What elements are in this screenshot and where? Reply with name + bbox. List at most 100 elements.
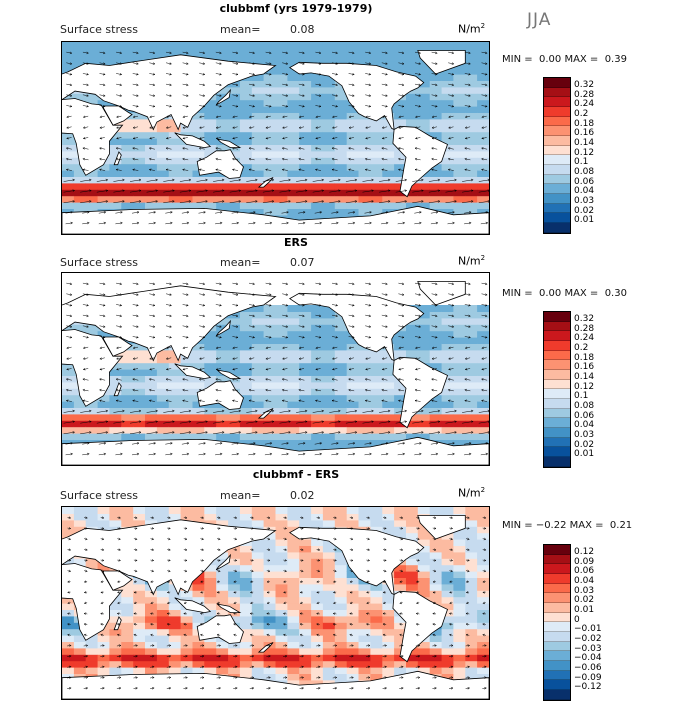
field-cell xyxy=(334,641,348,649)
wind-vector xyxy=(213,410,225,413)
field-cell xyxy=(145,401,158,408)
wind-vector xyxy=(298,336,305,338)
wind-vector xyxy=(215,304,222,306)
field-cell xyxy=(275,362,288,370)
field-cell xyxy=(453,362,466,370)
field-cell xyxy=(216,118,229,126)
field-cell xyxy=(180,513,194,521)
wind-vector-head xyxy=(315,157,318,161)
field-cell xyxy=(465,144,478,152)
wind-vector xyxy=(381,211,389,214)
wind-vector xyxy=(248,83,255,86)
wind-vector xyxy=(82,400,89,402)
field-cell xyxy=(322,433,336,440)
field-cell xyxy=(287,519,300,527)
wind-vector xyxy=(80,179,92,182)
wind-vector-head xyxy=(69,83,73,87)
field-cell xyxy=(133,381,146,389)
land-africa xyxy=(62,98,124,176)
field-cell xyxy=(334,401,348,408)
wind-vector-head xyxy=(152,325,156,328)
field-cell xyxy=(370,609,383,617)
wind-vector xyxy=(165,293,172,296)
wind-vector xyxy=(146,421,158,424)
field-cell xyxy=(275,61,288,69)
field-cell xyxy=(465,635,478,642)
wind-vector-head xyxy=(69,62,73,65)
wind-vector-head xyxy=(102,72,106,76)
wind-vector-head xyxy=(186,314,189,318)
field-cell xyxy=(406,337,419,344)
field-cell xyxy=(406,42,419,49)
field-cell xyxy=(85,426,99,434)
field-cell xyxy=(465,157,478,165)
wind-vector xyxy=(331,83,338,86)
wind-vector-head xyxy=(298,367,302,371)
wind-vector xyxy=(265,357,271,360)
wind-vector-head xyxy=(235,51,239,55)
wind-vector-head xyxy=(186,83,189,87)
wind-vector-head xyxy=(188,409,192,413)
field-cell xyxy=(441,407,455,415)
field-cell xyxy=(275,343,288,351)
field-cell xyxy=(287,551,300,559)
wind-vector-head xyxy=(87,221,90,225)
wind-vector xyxy=(379,190,391,193)
field-cell xyxy=(394,407,407,415)
field-cell xyxy=(97,163,111,171)
field-cell xyxy=(263,577,277,585)
wind-vector xyxy=(315,126,321,129)
field-cell xyxy=(322,539,336,546)
wind-vector-head xyxy=(138,420,142,424)
field-cell xyxy=(145,138,158,145)
wind-vector-head xyxy=(219,282,222,286)
wind-vector-head xyxy=(232,367,235,371)
field-cell xyxy=(465,401,478,408)
field-cell xyxy=(216,202,229,209)
wind-vector-head xyxy=(265,126,269,129)
field-cell xyxy=(441,673,455,681)
field-cell xyxy=(429,577,443,585)
wind-vector xyxy=(166,115,172,118)
field-cell xyxy=(156,647,170,655)
wind-vector xyxy=(215,105,222,107)
wind-vector xyxy=(165,282,172,285)
wind-vector xyxy=(66,346,72,349)
wind-vector xyxy=(215,389,222,392)
wind-vector-head xyxy=(186,72,189,76)
wind-vector-head xyxy=(468,94,471,97)
field-cell xyxy=(322,507,336,514)
wind-vector-head xyxy=(235,303,239,307)
wind-vector-head xyxy=(435,293,438,296)
wind-vector xyxy=(315,282,322,285)
field-cell xyxy=(370,394,383,402)
field-cell xyxy=(85,54,99,62)
wind-vector-head xyxy=(484,51,488,55)
wind-vector-head xyxy=(169,72,172,76)
wind-vector xyxy=(129,421,142,424)
colorbar-cell xyxy=(544,340,570,351)
wind-vector-head xyxy=(238,200,241,203)
field-cell xyxy=(394,182,407,190)
field-cell xyxy=(334,150,348,158)
field-cell xyxy=(477,311,489,319)
field-cell xyxy=(168,42,182,49)
wind-vector xyxy=(265,389,272,392)
wind-vector xyxy=(448,83,454,86)
field-cell xyxy=(275,112,288,120)
field-cell xyxy=(429,86,443,94)
wind-vector xyxy=(265,368,271,370)
wind-vector xyxy=(163,200,175,204)
field-cell xyxy=(299,189,312,197)
field-cell xyxy=(441,628,455,636)
field-cell xyxy=(239,622,253,630)
wind-vector-head xyxy=(115,168,119,172)
field-cell xyxy=(133,182,146,190)
wind-vector xyxy=(298,62,305,65)
wind-vector-head xyxy=(468,335,471,339)
field-cell xyxy=(406,106,419,113)
field-cell xyxy=(453,407,466,415)
field-cell xyxy=(382,420,395,428)
wind-vector-head xyxy=(255,200,258,203)
field-cell xyxy=(358,603,371,610)
